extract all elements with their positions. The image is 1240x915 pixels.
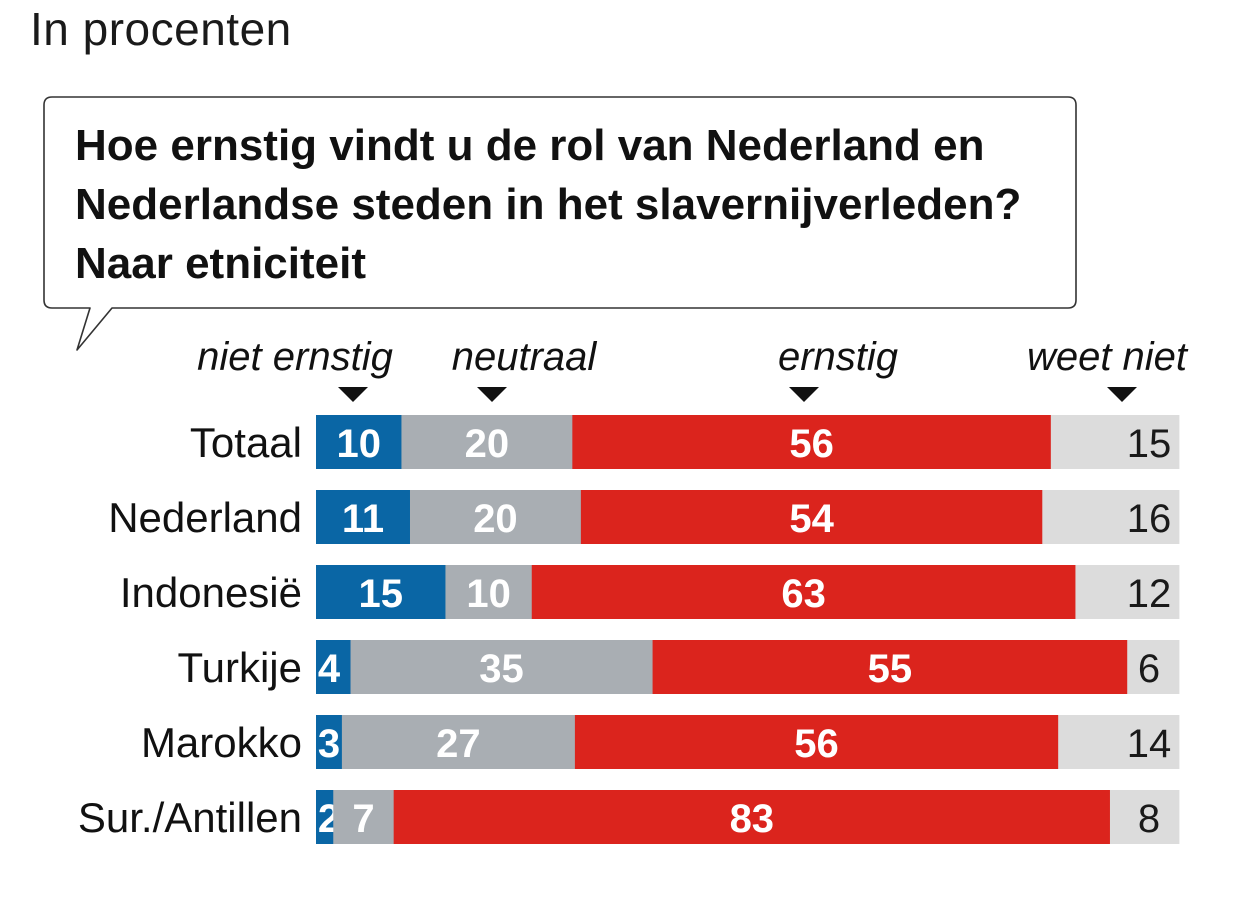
value-label-indonesi-weet-niet: 12 (1127, 572, 1172, 616)
bar-segment-sur-antillen-ernstig (393, 790, 1111, 844)
bar-segment-totaal-neutraal (401, 415, 573, 469)
category-label-turkije: Turkije (178, 644, 302, 691)
bar-segment-sur-antillen-weet-niet (1109, 790, 1180, 844)
bar-segment-marokko-niet-ernstig (316, 715, 343, 769)
value-label-turkije-neutraal: 35 (479, 647, 524, 691)
category-label-nederland: Nederland (108, 494, 302, 541)
bar-segment-marokko-neutraal (341, 715, 576, 769)
bar-segment-marokko-weet-niet (1058, 715, 1180, 769)
value-label-totaal-neutraal: 20 (465, 422, 510, 466)
value-label-turkije-weet-niet: 6 (1138, 647, 1160, 691)
bar-segment-nederland-ernstig (580, 490, 1043, 544)
value-label-sur-antillen-neutraal: 7 (352, 797, 374, 841)
value-label-sur-antillen-ernstig: 83 (730, 797, 775, 841)
bar-segment-turkije-ernstig (652, 640, 1128, 694)
chart-title-line-1: Hoe ernstig vindt u de rol van Nederland… (75, 121, 985, 170)
legend-arrow-weet-niet (1107, 387, 1137, 402)
category-label-sur-antillen: Sur./Antillen (78, 794, 302, 841)
bar-segment-turkije-neutraal (350, 640, 653, 694)
legend-label-niet-ernstig: niet ernstig (197, 335, 393, 379)
bar-segment-turkije-niet-ernstig (316, 640, 351, 694)
category-label-indonesi: Indonesië (120, 569, 302, 616)
value-label-indonesi-ernstig: 63 (781, 572, 826, 616)
value-label-turkije-niet-ernstig: 4 (318, 647, 341, 691)
category-label-totaal: Totaal (190, 419, 302, 466)
bars-group: Totaal 10 20 56 15 Nederland 11 20 54 16 Indonesië… (78, 415, 1180, 844)
value-label-marokko-neutraal: 27 (436, 722, 481, 766)
value-label-marokko-weet-niet: 14 (1127, 722, 1172, 766)
chart-title-line-3: Naar etniciteit (75, 239, 366, 288)
value-label-nederland-niet-ernstig: 11 (342, 497, 384, 541)
value-label-nederland-weet-niet: 16 (1127, 497, 1172, 541)
bar-segment-nederland-weet-niet (1042, 490, 1180, 544)
bar-segment-turkije-weet-niet (1127, 640, 1180, 694)
chart-subtitle: In procenten (30, 3, 292, 55)
bar-segment-indonesi-niet-ernstig (316, 565, 446, 619)
value-label-sur-antillen-weet-niet: 8 (1138, 797, 1160, 841)
legend-label-neutraal: neutraal (452, 335, 598, 379)
value-label-totaal-ernstig: 56 (789, 422, 834, 466)
bar-segment-totaal-weet-niet (1050, 415, 1180, 469)
legend-label-ernstig: ernstig (778, 335, 898, 379)
question-bubble: Hoe ernstig vindt u de rol van Nederland… (43, 96, 1077, 351)
legend-arrow-niet-ernstig (338, 387, 368, 402)
bar-segment-indonesi-neutraal (445, 565, 533, 619)
value-label-totaal-niet-ernstig: 10 (336, 422, 381, 466)
legend: niet ernstig neutraal ernstig weet niet (197, 335, 1189, 402)
value-label-marokko-niet-ernstig: 3 (318, 722, 340, 766)
bar-segment-totaal-ernstig (572, 415, 1052, 469)
bar-segment-nederland-neutraal (409, 490, 582, 544)
value-label-marokko-ernstig: 56 (794, 722, 839, 766)
bar-segment-nederland-niet-ernstig (316, 490, 411, 544)
bar-segment-indonesi-ernstig (531, 565, 1076, 619)
bar-segment-sur-antillen-niet-ernstig (316, 790, 334, 844)
value-label-indonesi-neutraal: 10 (466, 572, 511, 616)
legend-arrow-neutraal (477, 387, 507, 402)
bar-segment-indonesi-weet-niet (1075, 565, 1180, 619)
legend-label-weet-niet: weet niet (1027, 335, 1189, 379)
bar-segment-marokko-ernstig (574, 715, 1059, 769)
value-label-indonesi-niet-ernstig: 15 (358, 572, 403, 616)
value-label-turkije-ernstig: 55 (868, 647, 913, 691)
bar-segment-sur-antillen-neutraal (333, 790, 395, 844)
chart-title-line-2: Nederlandse steden in het slavernijverle… (75, 180, 1021, 229)
value-label-nederland-ernstig: 54 (789, 497, 834, 541)
value-label-nederland-neutraal: 20 (473, 497, 518, 541)
legend-arrow-ernstig (789, 387, 819, 402)
category-label-marokko: Marokko (141, 719, 302, 766)
question-bubble-outline (43, 96, 1077, 351)
value-label-totaal-weet-niet: 15 (1127, 422, 1172, 466)
bar-segment-totaal-niet-ernstig (316, 415, 402, 469)
